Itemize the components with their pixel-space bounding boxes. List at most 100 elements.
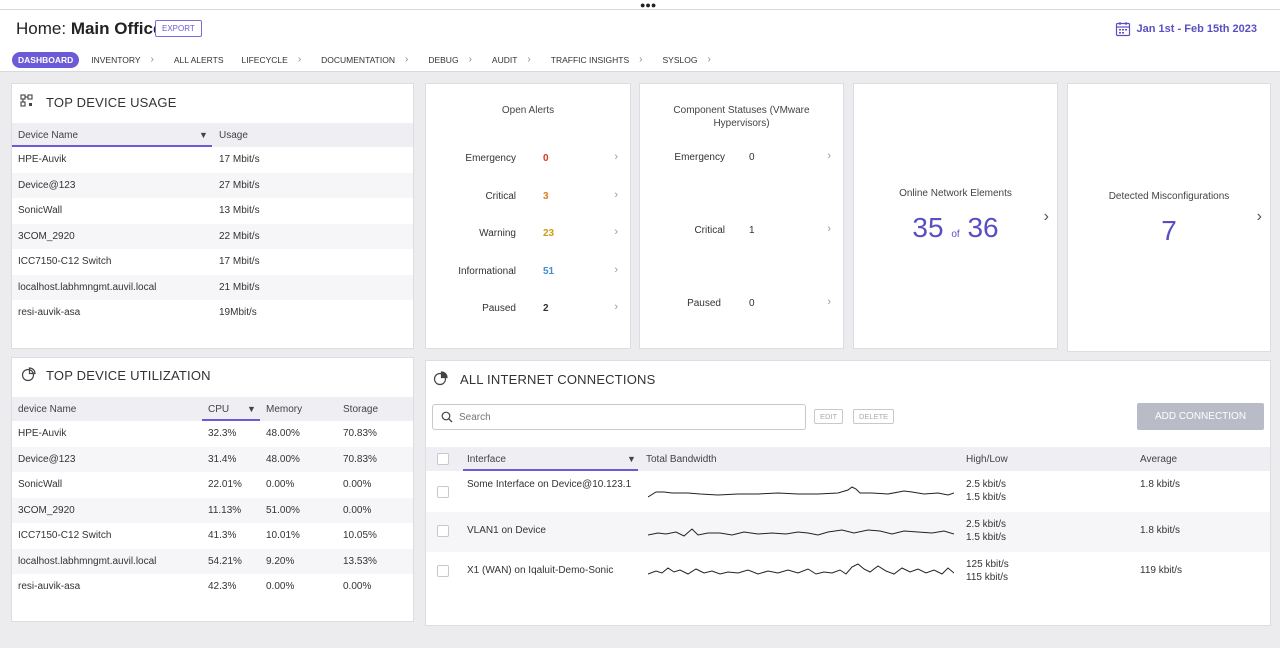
sort-indicator: [12, 145, 212, 147]
alert-row-paused[interactable]: Paused 2 ›: [426, 301, 630, 323]
status-label: Emergency: [674, 152, 725, 163]
detected-misconfigurations-card[interactable]: Detected Misconfigurations 7 ›: [1067, 83, 1271, 352]
interface-name: X1 (WAN) on Iqaluit-Demo-Sonic: [467, 565, 614, 576]
chevron-right-icon: ›: [827, 223, 831, 235]
column-header-interface[interactable]: Interface: [467, 453, 506, 465]
cpu-value: 11.13%: [208, 505, 242, 516]
column-header-storage[interactable]: Storage: [343, 403, 379, 415]
table-row[interactable]: SonicWall 13 Mbit/s: [12, 198, 413, 223]
column-header-memory[interactable]: Memory: [266, 403, 303, 415]
alert-label: Emergency: [465, 153, 516, 164]
column-header-device[interactable]: Device Name: [18, 129, 79, 141]
table-row[interactable]: ICC7150-C12 Switch 41.3% 10.01% 10.05%: [12, 523, 413, 548]
column-header-bandwidth[interactable]: Total Bandwidth: [646, 453, 717, 465]
search-input[interactable]: [459, 411, 789, 423]
high-value: 2.5 kbit/s: [966, 479, 1007, 490]
export-button[interactable]: EXPORT: [155, 20, 202, 37]
select-all-checkbox[interactable]: [437, 453, 449, 465]
sort-desc-icon[interactable]: ▼: [247, 404, 256, 414]
search-field[interactable]: [432, 404, 806, 430]
top-device-usage-card: TOP DEVICE USAGE Device Name ▼ Usage HPE…: [11, 83, 414, 349]
card-title: Open Alerts: [501, 105, 555, 116]
status-row-paused[interactable]: Paused 0 ›: [640, 296, 843, 318]
tab-debug[interactable]: DEBUG ›: [422, 52, 480, 68]
column-header-usage[interactable]: Usage: [219, 129, 248, 141]
usage-value: 13 Mbit/s: [219, 205, 260, 216]
row-checkbox[interactable]: [437, 525, 449, 537]
chevron-right-icon: ›: [827, 296, 831, 308]
table-row[interactable]: 3COM_2920 22 Mbit/s: [12, 224, 413, 249]
tab-syslog[interactable]: SYSLOG ›: [656, 52, 718, 68]
table-row[interactable]: resi-auvik-asa 19Mbit/s: [12, 300, 413, 325]
sort-indicator: [463, 469, 638, 471]
table-row[interactable]: HPE-Auvik 32.3% 48.00% 70.83%: [12, 421, 413, 446]
card-title: Detected Misconfigurations: [1108, 191, 1230, 202]
drag-handle-icon[interactable]: ●●●: [640, 0, 657, 10]
tab-lifecycle[interactable]: LIFECYCLE ›: [236, 52, 310, 68]
memory-value: 48.00%: [266, 428, 300, 439]
device-name: resi-auvik-asa: [18, 581, 81, 592]
table-row[interactable]: HPE-Auvik 17 Mbit/s: [12, 147, 413, 172]
bandwidth-sparkline: [648, 563, 954, 575]
table-header: Interface ▼ Total Bandwidth High/Low Ave…: [426, 447, 1270, 471]
column-header-average[interactable]: Average: [1140, 453, 1178, 465]
interface-name: Some Interface on Device@10.123.1: [467, 479, 632, 490]
row-checkbox[interactable]: [437, 565, 449, 577]
memory-value: 0.00%: [266, 581, 295, 592]
chevron-right-icon: ›: [527, 54, 531, 65]
column-header-cpu[interactable]: CPU: [208, 403, 230, 415]
table-row[interactable]: VLAN1 on Device 2.5 kbit/s 1.5 kbit/s 1.…: [426, 512, 1270, 552]
sort-desc-icon[interactable]: ▼: [199, 130, 208, 140]
tab-audit[interactable]: AUDIT ›: [486, 52, 539, 68]
alert-row-critical[interactable]: Critical 3 ›: [426, 189, 630, 211]
tab-dashboard[interactable]: DASHBOARD: [12, 51, 80, 68]
page-header: Home: Main Office EXPORT Jan 1st - Feb 1…: [0, 10, 1280, 48]
row-checkbox[interactable]: [437, 486, 449, 498]
online-network-elements-card[interactable]: Online Network Elements 35 of 36 ›: [853, 83, 1058, 349]
device-name: ICC7150-C12 Switch: [18, 256, 112, 267]
status-row-critical[interactable]: Critical 1 ›: [640, 223, 843, 245]
table-row[interactable]: Device@123 27 Mbit/s: [12, 173, 413, 198]
table-row[interactable]: localhost.labhmngmt.auvil.local 21 Mbit/s: [12, 275, 413, 300]
pie-chart-icon: [21, 367, 36, 382]
column-header-device[interactable]: device Name: [18, 403, 77, 415]
tab-traffic-insights[interactable]: TRAFFIC INSIGHTS ›: [545, 52, 651, 68]
device-name: resi-auvik-asa: [18, 307, 81, 318]
table-row[interactable]: localhost.labhmngmt.auvil.local 54.21% 9.2…: [12, 549, 413, 574]
table-row[interactable]: ICC7150-C12 Switch 17 Mbit/s: [12, 249, 413, 274]
low-value: 1.5 kbit/s: [966, 492, 1007, 503]
chevron-right-icon: ›: [614, 301, 618, 313]
tab-all-alerts[interactable]: ALL ALERTS: [168, 52, 230, 68]
tab-inventory[interactable]: INVENTORY ›: [85, 52, 162, 68]
status-row-emergency[interactable]: Emergency 0 ›: [640, 150, 843, 172]
delete-button[interactable]: DELETE: [853, 409, 895, 424]
chevron-right-icon: ›: [614, 226, 618, 238]
table-row[interactable]: Some Interface on Device@10.123.1 2.5 kb…: [426, 472, 1270, 512]
add-connection-button[interactable]: ADD CONNECTION: [1137, 403, 1264, 430]
table-row[interactable]: resi-auvik-asa 42.3% 0.00% 0.00%: [12, 574, 413, 599]
chevron-right-icon[interactable]: ›: [1043, 208, 1049, 225]
table-row[interactable]: 3COM_2920 11.13% 51.00% 0.00%: [12, 498, 413, 523]
alert-count: 23: [543, 228, 555, 239]
sort-desc-icon[interactable]: ▼: [627, 454, 636, 464]
page-title-prefix: Home:: [16, 19, 67, 38]
alert-row-emergency[interactable]: Emergency 0 ›: [426, 151, 630, 173]
table-row[interactable]: X1 (WAN) on Iqaluit-Demo-Sonic 125 kbit/…: [426, 552, 1270, 592]
tab-label: DOCUMENTATION: [321, 54, 395, 65]
total-value: 36: [967, 212, 999, 243]
table-row[interactable]: SonicWall 22.01% 0.00% 0.00%: [12, 472, 413, 497]
chevron-right-icon: ›: [468, 54, 472, 65]
edit-button[interactable]: EDIT: [814, 409, 844, 424]
chevron-right-icon[interactable]: ›: [1256, 208, 1262, 225]
alert-row-informational[interactable]: Informational 51 ›: [426, 264, 630, 286]
tab-label: AUDIT: [491, 54, 518, 65]
device-name: localhost.labhmngmt.auvil.local: [18, 556, 157, 567]
alert-label: Warning: [479, 228, 516, 239]
column-header-highlow[interactable]: High/Low: [966, 453, 1008, 465]
table-row[interactable]: Device@123 31.4% 48.00% 70.83%: [12, 447, 413, 472]
alert-row-warning[interactable]: Warning 23 ›: [426, 226, 630, 248]
tab-documentation[interactable]: DOCUMENTATION ›: [315, 52, 416, 68]
table-header: Device Name ▼ Usage: [12, 123, 413, 147]
date-range-picker[interactable]: Jan 1st - Feb 15th 2023: [1115, 21, 1257, 37]
bandwidth-sparkline: [648, 528, 954, 537]
